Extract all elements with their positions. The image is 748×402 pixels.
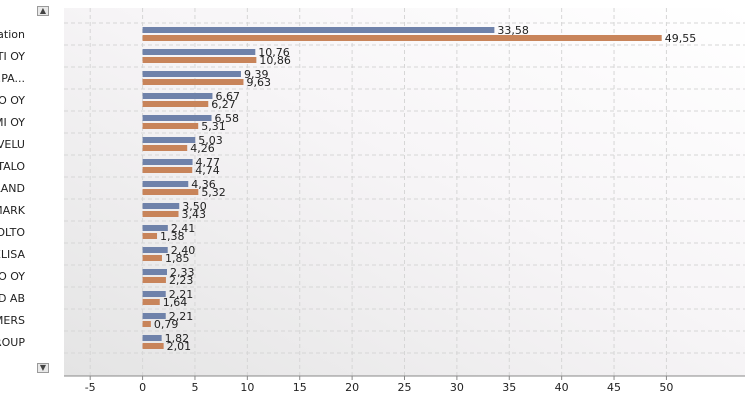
x-tick-label: 15 bbox=[293, 381, 307, 394]
category-label: ...MI OY bbox=[0, 116, 25, 129]
bar bbox=[142, 269, 167, 275]
category-label: ...O OY bbox=[0, 94, 25, 107]
bar bbox=[142, 159, 193, 165]
bar bbox=[142, 79, 244, 85]
data-label: 1,38 bbox=[160, 230, 185, 243]
data-label: 2,33 bbox=[170, 266, 195, 279]
x-tick-label: 30 bbox=[450, 381, 464, 394]
bar bbox=[142, 181, 189, 187]
x-tick-label: 45 bbox=[607, 381, 621, 394]
category-label: ...TI OY bbox=[0, 50, 25, 63]
x-tick-label: 20 bbox=[345, 381, 359, 394]
x-tick-label: 40 bbox=[555, 381, 569, 394]
data-label: 2,40 bbox=[171, 244, 196, 257]
data-label: 4,77 bbox=[196, 156, 221, 169]
data-label: 6,67 bbox=[215, 90, 240, 103]
x-tick-label: 5 bbox=[191, 381, 198, 394]
data-label: 2,21 bbox=[169, 288, 194, 301]
bar bbox=[142, 115, 212, 121]
x-tick-label: -5 bbox=[85, 381, 96, 394]
data-label: 2,21 bbox=[169, 310, 194, 323]
category-label: ...ELISA bbox=[0, 248, 25, 261]
category-label: ...VELU bbox=[0, 138, 25, 151]
data-label: 10,86 bbox=[259, 54, 291, 67]
data-label: 3,43 bbox=[182, 208, 207, 221]
category-label: ...TALO bbox=[0, 160, 25, 173]
x-tick-label: 35 bbox=[502, 381, 516, 394]
bar bbox=[142, 335, 162, 341]
bar bbox=[142, 247, 168, 253]
bar bbox=[142, 321, 151, 327]
bar bbox=[142, 49, 256, 55]
data-label: 4,36 bbox=[191, 178, 216, 191]
scroll-down-button[interactable]: ▼ bbox=[37, 363, 49, 373]
data-label: 4,26 bbox=[190, 142, 215, 155]
data-label: 1,64 bbox=[163, 296, 188, 309]
bar bbox=[142, 203, 180, 209]
data-label: 2,01 bbox=[167, 340, 192, 353]
bar bbox=[142, 137, 196, 143]
bar bbox=[142, 71, 241, 77]
bar bbox=[142, 101, 209, 107]
x-tick-label: 25 bbox=[398, 381, 412, 394]
bar bbox=[142, 211, 179, 217]
bar bbox=[142, 93, 213, 99]
category-label: ...MARK bbox=[0, 204, 26, 217]
data-label: 1,82 bbox=[165, 332, 190, 345]
data-label: 4,74 bbox=[195, 164, 220, 177]
bar bbox=[142, 233, 158, 239]
bar bbox=[142, 167, 193, 173]
bar bbox=[142, 255, 162, 261]
category-label: ...ROUP bbox=[0, 336, 25, 349]
data-label: 9,39 bbox=[244, 68, 269, 81]
x-tick-label: 10 bbox=[240, 381, 254, 394]
bar bbox=[142, 35, 662, 41]
data-label: 33,58 bbox=[497, 24, 528, 37]
data-label: 5,03 bbox=[198, 134, 223, 147]
bar bbox=[142, 57, 257, 63]
bar bbox=[142, 299, 160, 305]
bar bbox=[142, 123, 199, 129]
bar bbox=[142, 277, 166, 283]
data-label: 9,63 bbox=[246, 76, 271, 89]
data-label: 6,58 bbox=[215, 112, 240, 125]
data-label: 2,41 bbox=[171, 222, 196, 235]
category-label: ...nation bbox=[0, 28, 25, 41]
bar bbox=[142, 313, 166, 319]
category-label: ...MERS bbox=[0, 314, 25, 327]
x-tick-label: 0 bbox=[139, 381, 146, 394]
category-label: ...D AB bbox=[0, 292, 25, 305]
data-label: 6,27 bbox=[211, 98, 236, 111]
data-label: 2,23 bbox=[169, 274, 194, 287]
data-label: 5,32 bbox=[201, 186, 226, 199]
data-label: 3,50 bbox=[182, 200, 207, 213]
category-label: ...PA... bbox=[0, 72, 25, 85]
x-tick-label: 50 bbox=[659, 381, 673, 394]
bar bbox=[142, 145, 188, 151]
bar bbox=[142, 189, 199, 195]
bar bbox=[142, 343, 164, 349]
data-label: 5,31 bbox=[201, 120, 226, 133]
data-label: 1,85 bbox=[165, 252, 190, 265]
scroll-up-button[interactable]: ▲ bbox=[37, 6, 49, 16]
data-label: 10,76 bbox=[258, 46, 290, 59]
bar bbox=[142, 291, 166, 297]
category-label: ...O OY bbox=[0, 270, 25, 283]
bar bbox=[142, 225, 168, 231]
data-label: 49,55 bbox=[665, 32, 697, 45]
category-label: ...LAND bbox=[0, 182, 25, 195]
bar bbox=[142, 27, 495, 33]
category-label: ...OLTO bbox=[0, 226, 25, 239]
data-label: 0,79 bbox=[154, 318, 179, 331]
